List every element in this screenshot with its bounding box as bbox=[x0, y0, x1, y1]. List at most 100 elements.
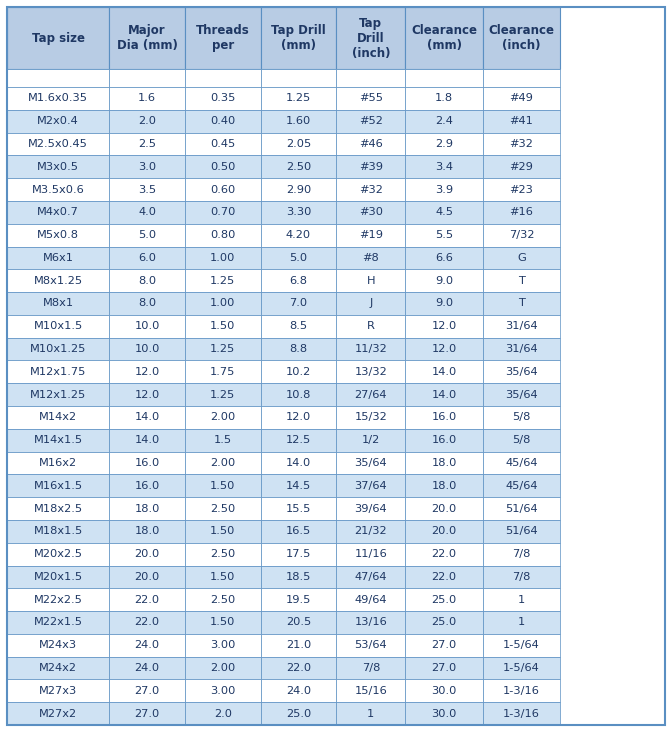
Text: 0.40: 0.40 bbox=[210, 116, 235, 126]
Text: 1.25: 1.25 bbox=[286, 94, 311, 103]
Text: 21.0: 21.0 bbox=[286, 640, 311, 650]
Text: 1.50: 1.50 bbox=[210, 618, 235, 627]
Bar bbox=[7, 566, 110, 589]
Bar bbox=[110, 360, 185, 384]
Bar bbox=[482, 611, 560, 634]
Text: 14.0: 14.0 bbox=[431, 367, 457, 377]
Text: 6.6: 6.6 bbox=[435, 253, 453, 263]
Bar bbox=[405, 155, 482, 178]
Text: 16.0: 16.0 bbox=[134, 481, 160, 490]
Bar bbox=[482, 69, 560, 87]
Bar bbox=[185, 360, 261, 384]
Text: 27.0: 27.0 bbox=[431, 640, 457, 650]
Bar bbox=[482, 384, 560, 406]
Text: #8: #8 bbox=[362, 253, 379, 263]
Bar bbox=[185, 384, 261, 406]
Text: 16.0: 16.0 bbox=[431, 412, 457, 422]
Bar bbox=[336, 566, 405, 589]
Text: M10x1.5: M10x1.5 bbox=[34, 321, 83, 332]
Text: 20.0: 20.0 bbox=[134, 572, 160, 582]
Bar bbox=[110, 384, 185, 406]
Text: 7.0: 7.0 bbox=[290, 299, 308, 308]
Bar bbox=[261, 110, 336, 132]
Text: 45/64: 45/64 bbox=[505, 458, 538, 468]
Bar bbox=[185, 292, 261, 315]
Bar bbox=[185, 201, 261, 224]
Bar bbox=[482, 7, 560, 69]
Text: 2.50: 2.50 bbox=[210, 549, 235, 559]
Bar bbox=[336, 406, 405, 429]
Text: 7/8: 7/8 bbox=[362, 663, 380, 673]
Text: 35/64: 35/64 bbox=[505, 389, 538, 400]
Bar bbox=[482, 247, 560, 269]
Bar bbox=[336, 520, 405, 542]
Text: 27.0: 27.0 bbox=[134, 709, 160, 719]
Text: 8.0: 8.0 bbox=[138, 276, 156, 285]
Text: 1.50: 1.50 bbox=[210, 481, 235, 490]
Bar bbox=[482, 315, 560, 337]
Text: 39/64: 39/64 bbox=[355, 504, 387, 514]
Bar bbox=[7, 315, 110, 337]
Bar bbox=[405, 110, 482, 132]
Text: 49/64: 49/64 bbox=[355, 594, 387, 605]
Text: 22.0: 22.0 bbox=[286, 663, 311, 673]
Bar bbox=[7, 337, 110, 360]
Bar bbox=[261, 589, 336, 611]
Bar bbox=[185, 315, 261, 337]
Bar bbox=[405, 520, 482, 542]
Bar bbox=[261, 429, 336, 452]
Bar bbox=[405, 360, 482, 384]
Text: 37/64: 37/64 bbox=[355, 481, 387, 490]
Bar bbox=[482, 201, 560, 224]
Text: 12.0: 12.0 bbox=[431, 321, 457, 332]
Bar bbox=[185, 542, 261, 566]
Bar bbox=[336, 269, 405, 292]
Text: 2.4: 2.4 bbox=[435, 116, 453, 126]
Text: 27/64: 27/64 bbox=[355, 389, 387, 400]
Bar bbox=[261, 201, 336, 224]
Text: 5.0: 5.0 bbox=[290, 253, 308, 263]
Bar bbox=[482, 87, 560, 110]
Text: 16.5: 16.5 bbox=[286, 526, 311, 537]
Bar bbox=[482, 178, 560, 201]
Text: 18.0: 18.0 bbox=[431, 481, 457, 490]
Text: 7/8: 7/8 bbox=[512, 572, 531, 582]
Text: T: T bbox=[518, 276, 525, 285]
Bar bbox=[185, 155, 261, 178]
Bar bbox=[110, 224, 185, 247]
Text: Clearance
(mm): Clearance (mm) bbox=[411, 24, 477, 52]
Text: #32: #32 bbox=[509, 139, 534, 149]
Text: M27x3: M27x3 bbox=[39, 686, 77, 696]
Text: 16.0: 16.0 bbox=[431, 436, 457, 445]
Text: 31/64: 31/64 bbox=[505, 344, 538, 354]
Text: 45/64: 45/64 bbox=[505, 481, 538, 490]
Bar bbox=[336, 589, 405, 611]
Text: 22.0: 22.0 bbox=[431, 572, 457, 582]
Text: 0.70: 0.70 bbox=[210, 207, 235, 217]
Bar bbox=[336, 384, 405, 406]
Bar bbox=[336, 702, 405, 725]
Bar bbox=[185, 110, 261, 132]
Bar bbox=[336, 657, 405, 679]
Bar bbox=[261, 657, 336, 679]
Text: 1.50: 1.50 bbox=[210, 526, 235, 537]
Bar bbox=[482, 429, 560, 452]
Bar bbox=[336, 132, 405, 155]
Text: 1.50: 1.50 bbox=[210, 321, 235, 332]
Bar bbox=[261, 315, 336, 337]
Text: M14x2: M14x2 bbox=[39, 412, 77, 422]
Text: 13/16: 13/16 bbox=[355, 618, 387, 627]
Text: 1.8: 1.8 bbox=[435, 94, 453, 103]
Bar bbox=[185, 566, 261, 589]
Bar bbox=[261, 542, 336, 566]
Text: 11/32: 11/32 bbox=[355, 344, 387, 354]
Bar bbox=[185, 634, 261, 657]
Bar bbox=[110, 542, 185, 566]
Text: 20.0: 20.0 bbox=[431, 504, 457, 514]
Bar bbox=[482, 679, 560, 702]
Text: M22x2.5: M22x2.5 bbox=[34, 594, 83, 605]
Bar bbox=[482, 337, 560, 360]
Bar bbox=[7, 520, 110, 542]
Bar bbox=[110, 292, 185, 315]
Bar bbox=[7, 634, 110, 657]
